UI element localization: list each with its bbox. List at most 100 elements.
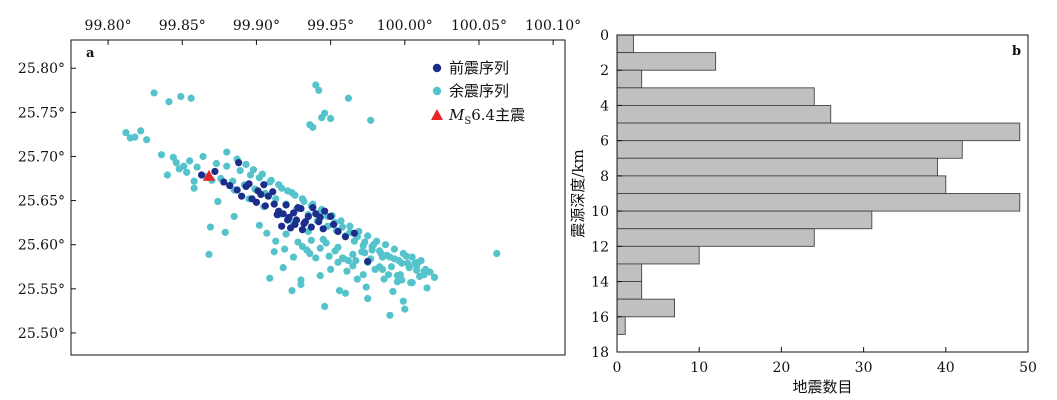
- depth-bar: [616, 175, 947, 194]
- depth-bar: [616, 228, 815, 247]
- aftershock-point: [375, 263, 384, 271]
- depth-bar: [616, 245, 700, 265]
- foreshock-point: [220, 178, 228, 186]
- aftershock-point: [169, 153, 177, 161]
- foreshock-point: [294, 204, 302, 212]
- aftershock-point: [236, 166, 244, 175]
- panel-a-x-tick-label: 99.80°: [85, 18, 132, 34]
- aftershock-point: [165, 98, 173, 106]
- aftershock-point: [381, 241, 390, 249]
- aftershock-point: [386, 311, 394, 319]
- panel-b-depth-histogram: b 0 10 20 30 40 50 0 2 4 6 8 10 12 14 16 18 地震数目 震源深度/…: [569, 28, 1037, 396]
- legend-aftershock-marker: [432, 86, 442, 96]
- aftershock-point: [187, 94, 195, 102]
- aftershock-point: [288, 286, 296, 295]
- aftershock-point: [334, 258, 342, 266]
- aftershock-point: [272, 237, 280, 245]
- depth-bar: [616, 104, 832, 124]
- aftershock-point: [398, 259, 406, 267]
- aftershock-point: [122, 129, 130, 137]
- aftershock-point: [297, 280, 305, 289]
- aftershock-point: [212, 159, 220, 168]
- panel-a-x-ticks: 99.80° 99.85° 99.90° 99.95° 100.00° 100.05° 10…: [85, 18, 581, 45]
- foreshock-point: [321, 207, 329, 215]
- panel-a-x-tick-label: 100.10°: [525, 18, 581, 34]
- legend-mainshock-marker: [431, 109, 443, 120]
- aftershock-point: [393, 278, 401, 286]
- aftershock-point: [370, 241, 378, 249]
- mainshock-marker: [202, 169, 215, 181]
- aftershock-point: [390, 245, 398, 253]
- aftershock-point: [312, 81, 320, 89]
- panel-b-y-tick-label: 18: [591, 345, 609, 361]
- panel-a-y-tick-label: 25.50°: [18, 326, 65, 342]
- aftershock-point: [193, 163, 201, 171]
- aftershock-point: [223, 162, 231, 170]
- aftershock-point: [309, 123, 317, 131]
- depth-bar: [616, 157, 939, 177]
- aftershock-point: [423, 284, 431, 292]
- aftershock-point: [282, 230, 290, 238]
- aftershock-point: [242, 160, 250, 169]
- panel-b-y-tick-label: 12: [591, 239, 609, 255]
- depth-bar: [616, 140, 963, 159]
- depth-bar: [616, 316, 626, 335]
- aftershock-point: [289, 253, 298, 261]
- aftershock-point: [331, 247, 339, 255]
- aftershock-point: [327, 114, 335, 123]
- aftershock-point: [300, 197, 308, 206]
- aftershock-point: [430, 273, 439, 281]
- panel-a-y-tick-label: 25.60°: [18, 238, 65, 254]
- aftershock-point: [359, 271, 367, 279]
- aftershock-point: [255, 221, 264, 229]
- aftershock-point: [426, 268, 434, 276]
- foreshock-point: [298, 226, 307, 234]
- aftershock-point: [315, 86, 323, 94]
- aftershock-point: [199, 152, 207, 161]
- panel-b-x-tick-label: 0: [613, 360, 622, 376]
- aftershock-point: [338, 254, 347, 262]
- panel-a-map-scatter: a 99.80° 99.85° 99.90° 99.95° 100.00° 100.05°…: [18, 18, 581, 356]
- aftershock-point: [186, 157, 194, 165]
- aftershock-series: [122, 81, 501, 319]
- foreshock-point: [350, 229, 358, 237]
- depth-bar: [616, 69, 643, 89]
- panel-b-x-tick-label: 50: [1019, 360, 1037, 376]
- aftershock-point: [337, 217, 345, 225]
- aftershock-point: [266, 274, 274, 282]
- foreshock-point: [261, 202, 269, 210]
- panel-b-y-tick-label: 16: [591, 310, 609, 326]
- foreshock-point: [329, 220, 338, 229]
- aftershock-point: [338, 223, 347, 231]
- panel-b-y-tick-label: 10: [591, 204, 609, 220]
- aftershock-point: [126, 134, 134, 142]
- aftershock-point: [322, 239, 330, 247]
- panel-a-y-tick-label: 25.80°: [18, 61, 65, 77]
- aftershock-point: [353, 275, 361, 283]
- panel-b-x-tick-label: 20: [772, 360, 790, 376]
- aftershock-point: [407, 279, 415, 287]
- aftershock-point: [321, 302, 329, 311]
- aftershock-point: [411, 259, 419, 267]
- foreshock-point: [278, 222, 286, 230]
- aftershock-point: [380, 275, 388, 283]
- aftershock-point: [325, 252, 333, 260]
- aftershock-point: [283, 187, 292, 195]
- aftershock-point: [401, 305, 409, 313]
- aftershock-point: [291, 191, 299, 199]
- aftershock-point: [335, 286, 344, 295]
- panel-b-plot-frame: [616, 34, 1029, 353]
- foreshock-point: [273, 211, 281, 219]
- aftershock-point: [303, 246, 311, 254]
- aftershock-point: [143, 136, 151, 144]
- legend-mainshock-label: MS6.4主震: [448, 106, 525, 127]
- foreshock-point: [334, 227, 342, 236]
- aftershock-point: [384, 271, 393, 279]
- aftershock-point: [361, 238, 369, 246]
- aftershock-point: [420, 267, 428, 275]
- foreshock-point: [269, 188, 277, 196]
- foreshock-point: [235, 159, 243, 167]
- aftershock-point: [294, 238, 302, 246]
- panel-b-x-ticks: 0 10 20 30 40 50: [613, 347, 1037, 376]
- aftershock-point: [316, 244, 324, 252]
